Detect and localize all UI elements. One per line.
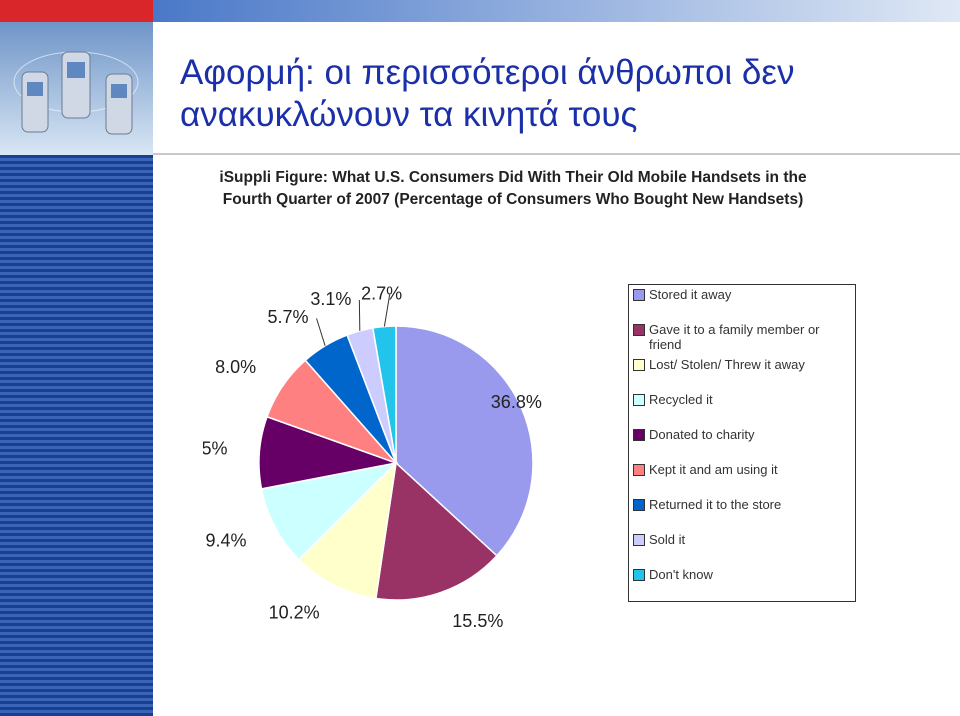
pie-slice: [297, 460, 398, 600]
data-label: 5.7%: [267, 307, 308, 327]
legend-entry: Kept it and am using it: [633, 462, 851, 497]
legend-swatch: [633, 534, 645, 546]
data-label: 9.4%: [206, 531, 247, 551]
header-rule: [153, 153, 960, 155]
leader-line: [383, 294, 391, 327]
legend-label: Returned it to the store: [649, 497, 782, 512]
data-label: 3.1%: [310, 289, 351, 309]
pie-area: 36.8% 15.5% 10.2% 9.4% 8.5% 8.0% 5.7%3.1% 2.7%: [203, 283, 542, 631]
header-image: [0, 22, 153, 155]
data-label: 36.8%: [491, 392, 542, 412]
legend-label: Don't know: [649, 567, 713, 582]
legend-entry: Don't know: [633, 567, 851, 602]
legend-swatch: [633, 429, 645, 441]
legend-label: Gave it to a family member or friend: [649, 322, 820, 352]
legend-swatch: [633, 324, 645, 336]
data-label: 8.5%: [203, 439, 228, 459]
legend-entry: Recycled it: [633, 392, 851, 427]
data-label: 15.5%: [452, 611, 503, 631]
legend-swatch: [633, 394, 645, 406]
legend-label: Sold it: [649, 532, 686, 547]
legend-label: Lost/ Stolen/ Threw it away: [649, 357, 805, 372]
legend-entry: Sold it: [633, 532, 851, 567]
phones-illustration: [13, 51, 139, 135]
leader-line: [316, 318, 326, 346]
pie-slice: [260, 461, 399, 561]
legend-swatch: [633, 359, 645, 371]
data-label: 10.2%: [269, 603, 320, 623]
title-line: ανακυκλώνουν τα κινητά τους: [180, 95, 638, 134]
chart: iSuppli Figure: What U.S. Consumers Did …: [203, 163, 877, 635]
slide-title: Αφορμή: οι περισσότεροι άνθρωποι δεν ανα…: [180, 52, 795, 136]
legend: Stored it away Gave it to a family member…: [628, 284, 856, 602]
data-label: 8.0%: [215, 357, 256, 377]
legend-swatch: [633, 569, 645, 581]
legend-entry: Stored it away: [633, 287, 851, 322]
legend-swatch: [633, 464, 645, 476]
header-bar: [153, 0, 960, 22]
pie-slice: [371, 325, 397, 464]
legend-label: Stored it away: [649, 287, 732, 302]
pie-slice: [374, 461, 498, 601]
legend-entry: Lost/ Stolen/ Threw it away: [633, 357, 851, 392]
data-label: 2.7%: [361, 283, 402, 303]
header-accent: [0, 0, 153, 22]
legend-swatch: [633, 499, 645, 511]
legend-entry: Returned it to the store: [633, 497, 851, 532]
chart-title: iSuppli Figure: What U.S. Consumers Did …: [219, 169, 807, 208]
legend-swatch: [633, 289, 645, 301]
legend-label: Donated to charity: [649, 427, 755, 442]
legend-entry: Donated to charity: [633, 427, 851, 462]
side-band: [0, 155, 153, 716]
title-line: Αφορμή: οι περισσότεροι άνθρωποι δεν: [180, 53, 795, 92]
legend-label: Recycled it: [649, 392, 713, 407]
legend-entry: Gave it to a family member or friend: [633, 322, 851, 357]
legend-label: Kept it and am using it: [649, 462, 778, 477]
pie-slice: [395, 325, 534, 557]
